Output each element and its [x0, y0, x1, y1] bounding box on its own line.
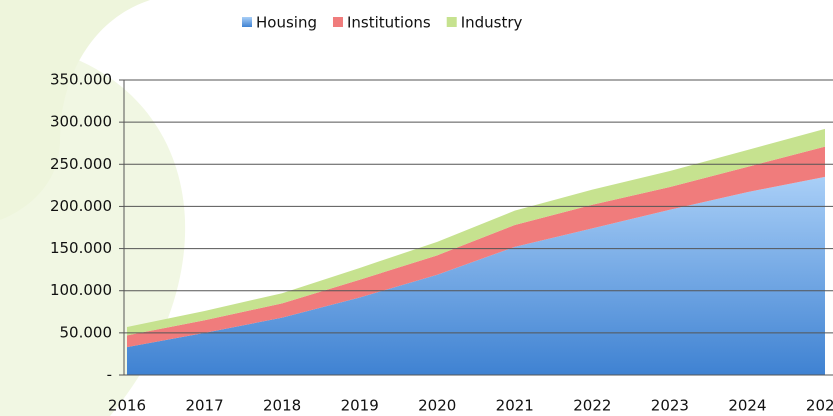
- y-tick-label: -: [107, 366, 112, 384]
- legend-label: Industry: [461, 14, 523, 32]
- legend-swatch: [447, 17, 457, 27]
- page: - 50.000 100.000 150.000 200.000 250.000 300.0…: [0, 0, 833, 416]
- chart: - 50.000 100.000 150.000 200.000 250.000 300.0…: [0, 0, 833, 416]
- y-tick-label: 200.000: [50, 197, 112, 215]
- y-tick-label: 250.000: [50, 155, 112, 173]
- x-tick-label: 2021: [496, 397, 534, 415]
- y-tick-label: 100.000: [50, 281, 112, 299]
- legend-swatch: [333, 17, 343, 27]
- x-tick-label: 2024: [728, 397, 766, 415]
- x-tick-label: 2016: [108, 397, 146, 415]
- y-tick-label: 150.000: [50, 239, 112, 257]
- x-tick-label: 2020: [418, 397, 456, 415]
- legend-swatch: [242, 17, 252, 27]
- legend-label: Institutions: [347, 14, 431, 32]
- y-tick-label: 50.000: [60, 323, 113, 341]
- x-tick-label: 2023: [651, 397, 689, 415]
- y-tick-label: 350.000: [50, 71, 112, 89]
- x-tick-label: 2025: [806, 397, 833, 415]
- x-tick-label: 2018: [263, 397, 301, 415]
- y-tick-label: 300.000: [50, 113, 112, 131]
- x-tick-label: 2017: [185, 397, 223, 415]
- x-tick-label: 2019: [341, 397, 379, 415]
- x-tick-label: 2022: [573, 397, 611, 415]
- legend-label: Housing: [256, 14, 317, 32]
